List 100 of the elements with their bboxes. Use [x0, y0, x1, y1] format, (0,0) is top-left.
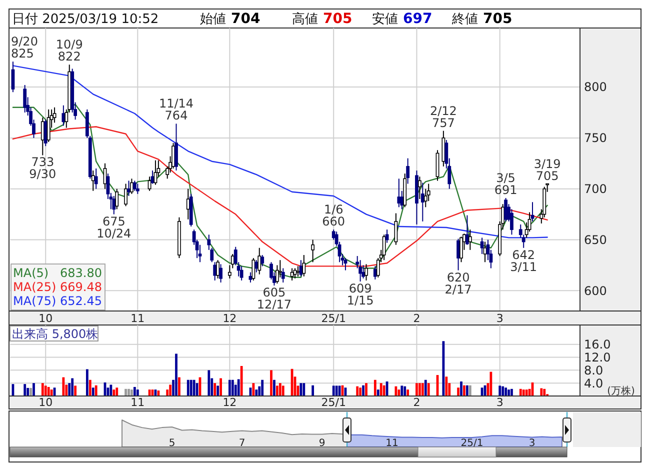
- candlestick: [311, 239, 315, 263]
- candlestick: [124, 183, 128, 207]
- candlestick: [281, 268, 285, 283]
- candlestick: [172, 142, 175, 169]
- annotation: 3/19 705: [534, 156, 561, 183]
- candlestick: [228, 264, 232, 279]
- annotation: 9/20 825: [11, 34, 38, 61]
- bar: [278, 383, 282, 396]
- bar: [519, 388, 522, 396]
- candlestick: [130, 178, 134, 194]
- bar: [356, 386, 359, 396]
- bar: [359, 388, 362, 396]
- y-tick-label: 4.0: [584, 376, 604, 390]
- candlestick: [174, 123, 178, 172]
- bar: [214, 383, 216, 396]
- candlestick: [358, 260, 362, 282]
- candlestick: [468, 229, 472, 250]
- bar: [175, 354, 178, 396]
- bar: [543, 388, 546, 396]
- candlestick: [344, 258, 348, 271]
- annotation: 11/14 764: [158, 96, 194, 123]
- x-tick-label: 3: [496, 396, 504, 409]
- candlestick: [94, 168, 98, 190]
- annotation: 605 12/17: [256, 286, 292, 312]
- bar: [208, 370, 210, 396]
- candlestick: [397, 178, 401, 208]
- bar: [190, 380, 192, 396]
- annotation: 10/9 822: [56, 38, 83, 64]
- bar: [312, 385, 314, 396]
- bar: [365, 383, 368, 396]
- candlestick: [230, 253, 234, 269]
- bar: [88, 380, 92, 396]
- x-tick-label: 25/1: [321, 396, 346, 409]
- candlestick: [483, 241, 487, 263]
- y-tick-label: 16.0: [584, 338, 611, 352]
- x-tick-label: 2: [413, 396, 420, 409]
- candlestick: [115, 188, 119, 210]
- bar: [424, 380, 427, 396]
- annotation: 642 3/11: [510, 248, 538, 274]
- x-tick-label: 5: [168, 438, 176, 449]
- bar: [92, 388, 94, 396]
- candlestick: [480, 237, 484, 254]
- annotation: 620 2/17: [444, 270, 472, 296]
- text: MA(5): [13, 266, 49, 280]
- text: MA(75): [13, 294, 56, 308]
- bar: [228, 380, 231, 396]
- bar: [376, 390, 380, 396]
- bar: [282, 386, 284, 396]
- bar: [157, 390, 160, 396]
- bar: [394, 386, 398, 396]
- candlestick: [150, 170, 154, 184]
- candlestick: [299, 260, 303, 277]
- bar: [302, 383, 306, 396]
- y-tick-label: 8.0: [584, 363, 604, 378]
- bar: [276, 386, 278, 396]
- candlestick: [290, 268, 294, 281]
- x-tick-label: 11: [130, 396, 145, 409]
- bar: [50, 390, 53, 396]
- bar: [255, 390, 258, 396]
- candlestick: [186, 188, 190, 220]
- candlestick: [460, 236, 463, 263]
- bar: [418, 383, 421, 396]
- annotation: 2/12 757: [430, 104, 457, 130]
- bar: [460, 381, 462, 396]
- annotation: 652.45: [60, 294, 102, 308]
- bar: [332, 386, 335, 396]
- candlestick: [219, 264, 222, 283]
- bar: [186, 380, 190, 396]
- bar: [540, 388, 543, 396]
- bar: [508, 390, 510, 396]
- bar: [490, 372, 492, 396]
- bar: [468, 385, 472, 396]
- candlestick: [418, 176, 422, 200]
- bar: [71, 378, 74, 396]
- annotation: 675 10/24: [96, 214, 132, 240]
- bar: [261, 380, 264, 396]
- candlestick: [46, 108, 50, 143]
- bar: [442, 341, 445, 396]
- bar: [427, 383, 430, 396]
- candlestick: [293, 268, 297, 279]
- candlestick: [240, 266, 244, 281]
- candlestick: [252, 258, 256, 281]
- bar: [220, 378, 222, 396]
- candlestick: [394, 212, 398, 246]
- bar: [525, 390, 528, 396]
- bar: [74, 386, 77, 396]
- y-tick-label: 750: [584, 131, 607, 146]
- candlestick: [382, 234, 386, 261]
- bar: [416, 383, 418, 396]
- bar: [273, 380, 276, 396]
- bar: [335, 386, 338, 396]
- candlestick: [91, 170, 95, 192]
- bar: [404, 386, 406, 396]
- candlestick: [364, 264, 368, 281]
- x-tick-label: 12: [222, 396, 237, 409]
- candlestick: [62, 104, 66, 126]
- bar: [30, 388, 32, 396]
- bar: [400, 386, 404, 396]
- candlestick: [112, 195, 116, 215]
- bar: [178, 377, 180, 396]
